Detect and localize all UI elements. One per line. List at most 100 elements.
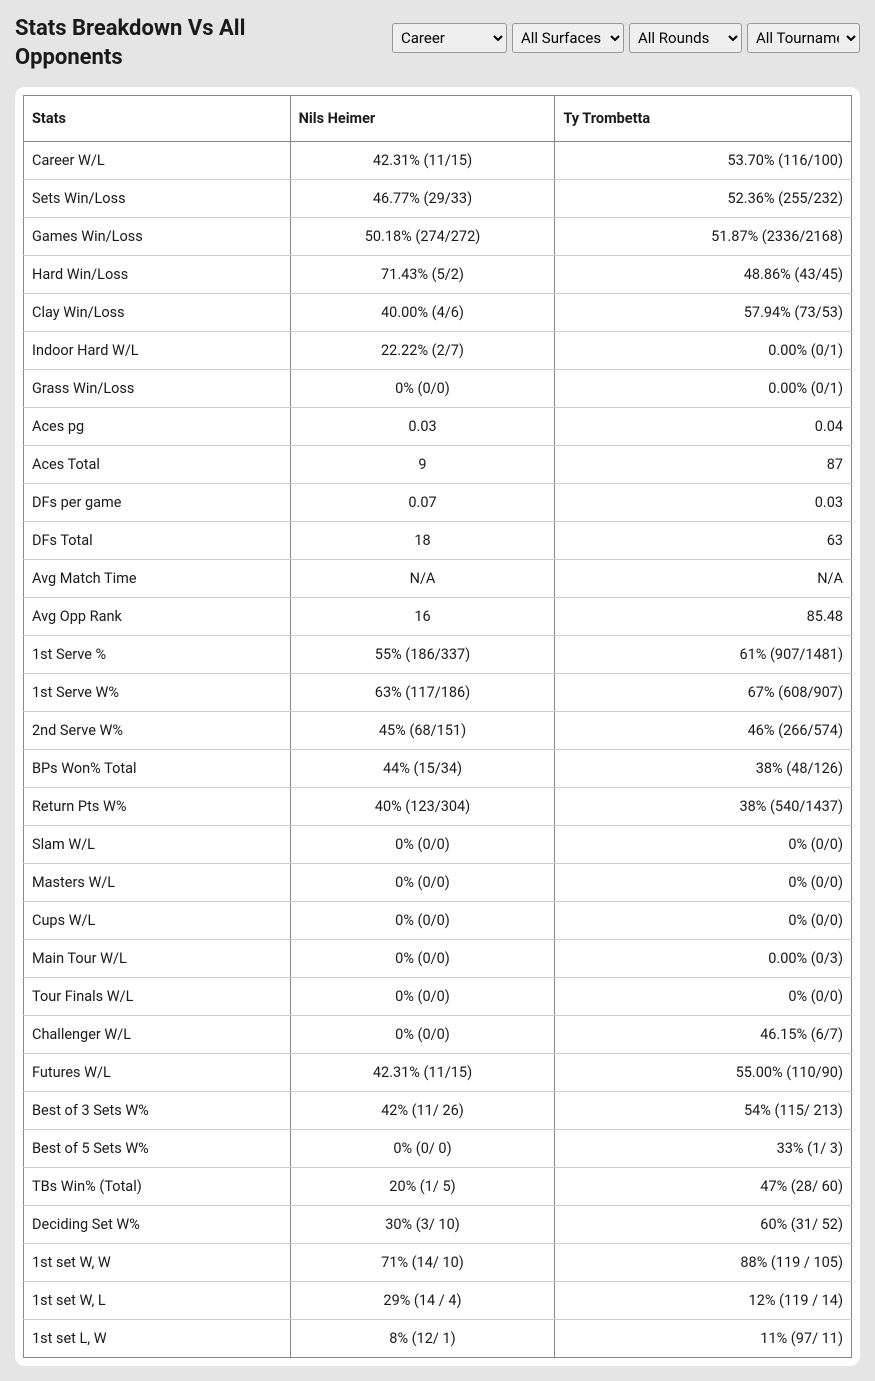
player1-value: 50.18% (274/272) xyxy=(290,218,555,256)
table-header-row: Stats Nils Heimer Ty Trombetta xyxy=(24,96,852,142)
player1-value: 0% (0/ 0) xyxy=(290,1130,555,1168)
stat-label: Avg Match Time xyxy=(24,560,291,598)
stat-label: Tour Finals W/L xyxy=(24,978,291,1016)
col-header-player2: Ty Trombetta xyxy=(555,96,852,142)
player2-value: 0.00% (0/1) xyxy=(555,370,852,408)
stat-label: Hard Win/Loss xyxy=(24,256,291,294)
table-row: Main Tour W/L0% (0/0)0.00% (0/3) xyxy=(24,940,852,978)
player1-value: 18 xyxy=(290,522,555,560)
table-row: Best of 5 Sets W%0% (0/ 0)33% (1/ 3) xyxy=(24,1130,852,1168)
rounds-select[interactable]: All Rounds xyxy=(629,23,742,53)
stat-label: Main Tour W/L xyxy=(24,940,291,978)
player2-value: 85.48 xyxy=(555,598,852,636)
stat-label: Aces Total xyxy=(24,446,291,484)
player2-value: 0.03 xyxy=(555,484,852,522)
table-row: Aces pg0.030.04 xyxy=(24,408,852,446)
stat-label: 1st Serve W% xyxy=(24,674,291,712)
stat-label: Avg Opp Rank xyxy=(24,598,291,636)
player1-value: 0.07 xyxy=(290,484,555,522)
stat-label: DFs per game xyxy=(24,484,291,522)
table-row: 1st set W, W71% (14/ 10)88% (119 / 105) xyxy=(24,1244,852,1282)
player1-value: 63% (117/186) xyxy=(290,674,555,712)
player2-value: 0% (0/0) xyxy=(555,826,852,864)
player1-value: 42% (11/ 26) xyxy=(290,1092,555,1130)
stat-label: 1st Serve % xyxy=(24,636,291,674)
stat-label: Sets Win/Loss xyxy=(24,180,291,218)
table-row: Sets Win/Loss46.77% (29/33)52.36% (255/2… xyxy=(24,180,852,218)
table-row: Challenger W/L0% (0/0)46.15% (6/7) xyxy=(24,1016,852,1054)
player1-value: 71% (14/ 10) xyxy=(290,1244,555,1282)
stats-table: Stats Nils Heimer Ty Trombetta Career W/… xyxy=(23,95,852,1358)
table-row: DFs per game0.070.03 xyxy=(24,484,852,522)
player1-value: 46.77% (29/33) xyxy=(290,180,555,218)
table-row: Indoor Hard W/L22.22% (2/7)0.00% (0/1) xyxy=(24,332,852,370)
player2-value: 38% (48/126) xyxy=(555,750,852,788)
stat-label: Futures W/L xyxy=(24,1054,291,1092)
table-row: 2nd Serve W%45% (68/151)46% (266/574) xyxy=(24,712,852,750)
player1-value: 16 xyxy=(290,598,555,636)
stat-label: 1st set L, W xyxy=(24,1320,291,1358)
table-row: Best of 3 Sets W%42% (11/ 26)54% (115/ 2… xyxy=(24,1092,852,1130)
player2-value: 88% (119 / 105) xyxy=(555,1244,852,1282)
player2-value: 53.70% (116/100) xyxy=(555,142,852,180)
stat-label: Deciding Set W% xyxy=(24,1206,291,1244)
table-row: DFs Total1863 xyxy=(24,522,852,560)
stat-label: Cups W/L xyxy=(24,902,291,940)
player2-value: 0.04 xyxy=(555,408,852,446)
stats-table-card: Stats Nils Heimer Ty Trombetta Career W/… xyxy=(15,87,860,1366)
player2-value: 0.00% (0/1) xyxy=(555,332,852,370)
player2-value: 63 xyxy=(555,522,852,560)
player2-value: 87 xyxy=(555,446,852,484)
player1-value: 0% (0/0) xyxy=(290,370,555,408)
player1-value: 29% (14 / 4) xyxy=(290,1282,555,1320)
player2-value: N/A xyxy=(555,560,852,598)
player1-value: 9 xyxy=(290,446,555,484)
player2-value: 0% (0/0) xyxy=(555,978,852,1016)
tournament-select[interactable]: All Tournaments xyxy=(747,23,860,53)
player1-value: 40% (123/304) xyxy=(290,788,555,826)
table-row: Aces Total987 xyxy=(24,446,852,484)
player2-value: 67% (608/907) xyxy=(555,674,852,712)
filter-selectors: Career All Surfaces All Rounds All Tourn… xyxy=(392,23,860,53)
player2-value: 38% (540/1437) xyxy=(555,788,852,826)
stat-label: Aces pg xyxy=(24,408,291,446)
stat-label: BPs Won% Total xyxy=(24,750,291,788)
player1-value: 8% (12/ 1) xyxy=(290,1320,555,1358)
stat-label: Best of 3 Sets W% xyxy=(24,1092,291,1130)
player1-value: 42.31% (11/15) xyxy=(290,1054,555,1092)
player2-value: 0.00% (0/3) xyxy=(555,940,852,978)
table-row: Slam W/L0% (0/0)0% (0/0) xyxy=(24,826,852,864)
player2-value: 51.87% (2336/2168) xyxy=(555,218,852,256)
career-select[interactable]: Career xyxy=(392,23,507,53)
stat-label: Indoor Hard W/L xyxy=(24,332,291,370)
table-row: BPs Won% Total44% (15/34)38% (48/126) xyxy=(24,750,852,788)
player1-value: 0% (0/0) xyxy=(290,826,555,864)
table-row: 1st set W, L29% (14 / 4)12% (119 / 14) xyxy=(24,1282,852,1320)
stat-label: Challenger W/L xyxy=(24,1016,291,1054)
player1-value: 0% (0/0) xyxy=(290,902,555,940)
table-row: Tour Finals W/L0% (0/0)0% (0/0) xyxy=(24,978,852,1016)
player2-value: 52.36% (255/232) xyxy=(555,180,852,218)
player2-value: 11% (97/ 11) xyxy=(555,1320,852,1358)
player1-value: 0% (0/0) xyxy=(290,1016,555,1054)
stat-label: 2nd Serve W% xyxy=(24,712,291,750)
player1-value: 45% (68/151) xyxy=(290,712,555,750)
player2-value: 57.94% (73/53) xyxy=(555,294,852,332)
table-row: Clay Win/Loss40.00% (4/6)57.94% (73/53) xyxy=(24,294,852,332)
page-title: Stats Breakdown Vs All Opponents xyxy=(15,15,355,72)
col-header-stats: Stats xyxy=(24,96,291,142)
player2-value: 47% (28/ 60) xyxy=(555,1168,852,1206)
header: Stats Breakdown Vs All Opponents Career … xyxy=(15,15,860,72)
table-row: 1st set L, W8% (12/ 1)11% (97/ 11) xyxy=(24,1320,852,1358)
stat-label: Clay Win/Loss xyxy=(24,294,291,332)
player2-value: 0% (0/0) xyxy=(555,864,852,902)
table-row: 1st Serve %55% (186/337)61% (907/1481) xyxy=(24,636,852,674)
table-row: Avg Match TimeN/AN/A xyxy=(24,560,852,598)
player1-value: 0% (0/0) xyxy=(290,940,555,978)
stat-label: 1st set W, L xyxy=(24,1282,291,1320)
player1-value: 40.00% (4/6) xyxy=(290,294,555,332)
player2-value: 33% (1/ 3) xyxy=(555,1130,852,1168)
surface-select[interactable]: All Surfaces xyxy=(512,23,624,53)
table-row: Grass Win/Loss0% (0/0)0.00% (0/1) xyxy=(24,370,852,408)
table-row: Deciding Set W%30% (3/ 10)60% (31/ 52) xyxy=(24,1206,852,1244)
